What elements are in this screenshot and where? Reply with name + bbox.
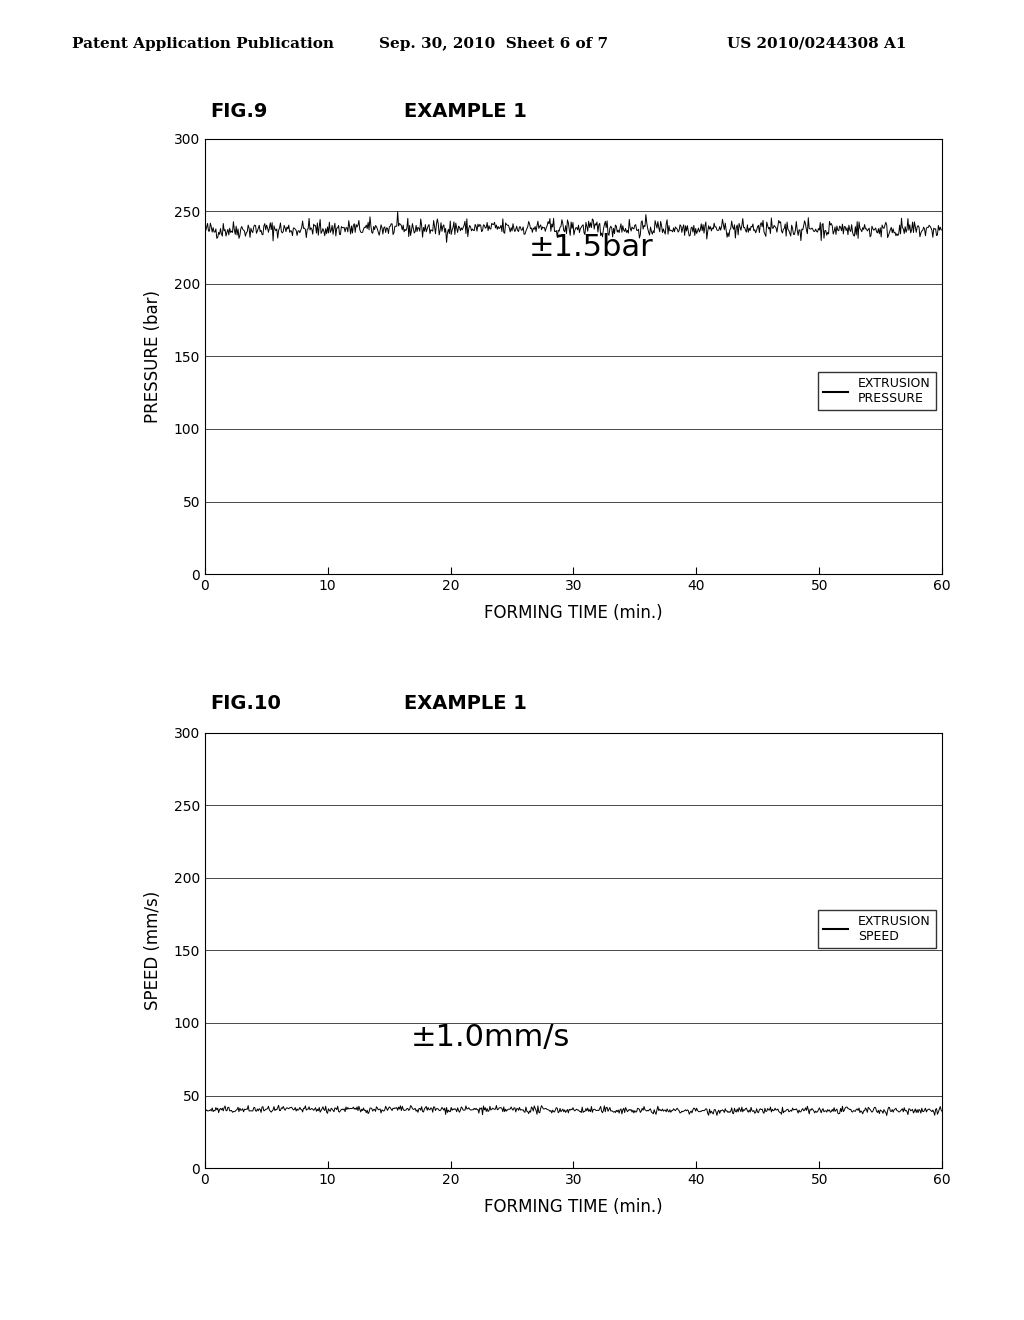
- Y-axis label: SPEED (mm/s): SPEED (mm/s): [144, 891, 163, 1010]
- Y-axis label: PRESSURE (bar): PRESSURE (bar): [144, 290, 163, 422]
- Text: ±1.0mm/s: ±1.0mm/s: [412, 1023, 570, 1052]
- X-axis label: FORMING TIME (min.): FORMING TIME (min.): [484, 1199, 663, 1216]
- Legend: EXTRUSION
SPEED: EXTRUSION SPEED: [818, 909, 936, 948]
- Legend: EXTRUSION
PRESSURE: EXTRUSION PRESSURE: [818, 372, 936, 411]
- Text: FIG.9: FIG.9: [210, 103, 267, 121]
- X-axis label: FORMING TIME (min.): FORMING TIME (min.): [484, 605, 663, 622]
- Text: Sep. 30, 2010  Sheet 6 of 7: Sep. 30, 2010 Sheet 6 of 7: [379, 37, 608, 51]
- Text: EXAMPLE 1: EXAMPLE 1: [404, 694, 527, 713]
- Text: US 2010/0244308 A1: US 2010/0244308 A1: [727, 37, 906, 51]
- Text: Patent Application Publication: Patent Application Publication: [72, 37, 334, 51]
- Text: ±1.5bar: ±1.5bar: [529, 234, 654, 261]
- Text: EXAMPLE 1: EXAMPLE 1: [404, 103, 527, 121]
- Text: FIG.10: FIG.10: [210, 694, 281, 713]
